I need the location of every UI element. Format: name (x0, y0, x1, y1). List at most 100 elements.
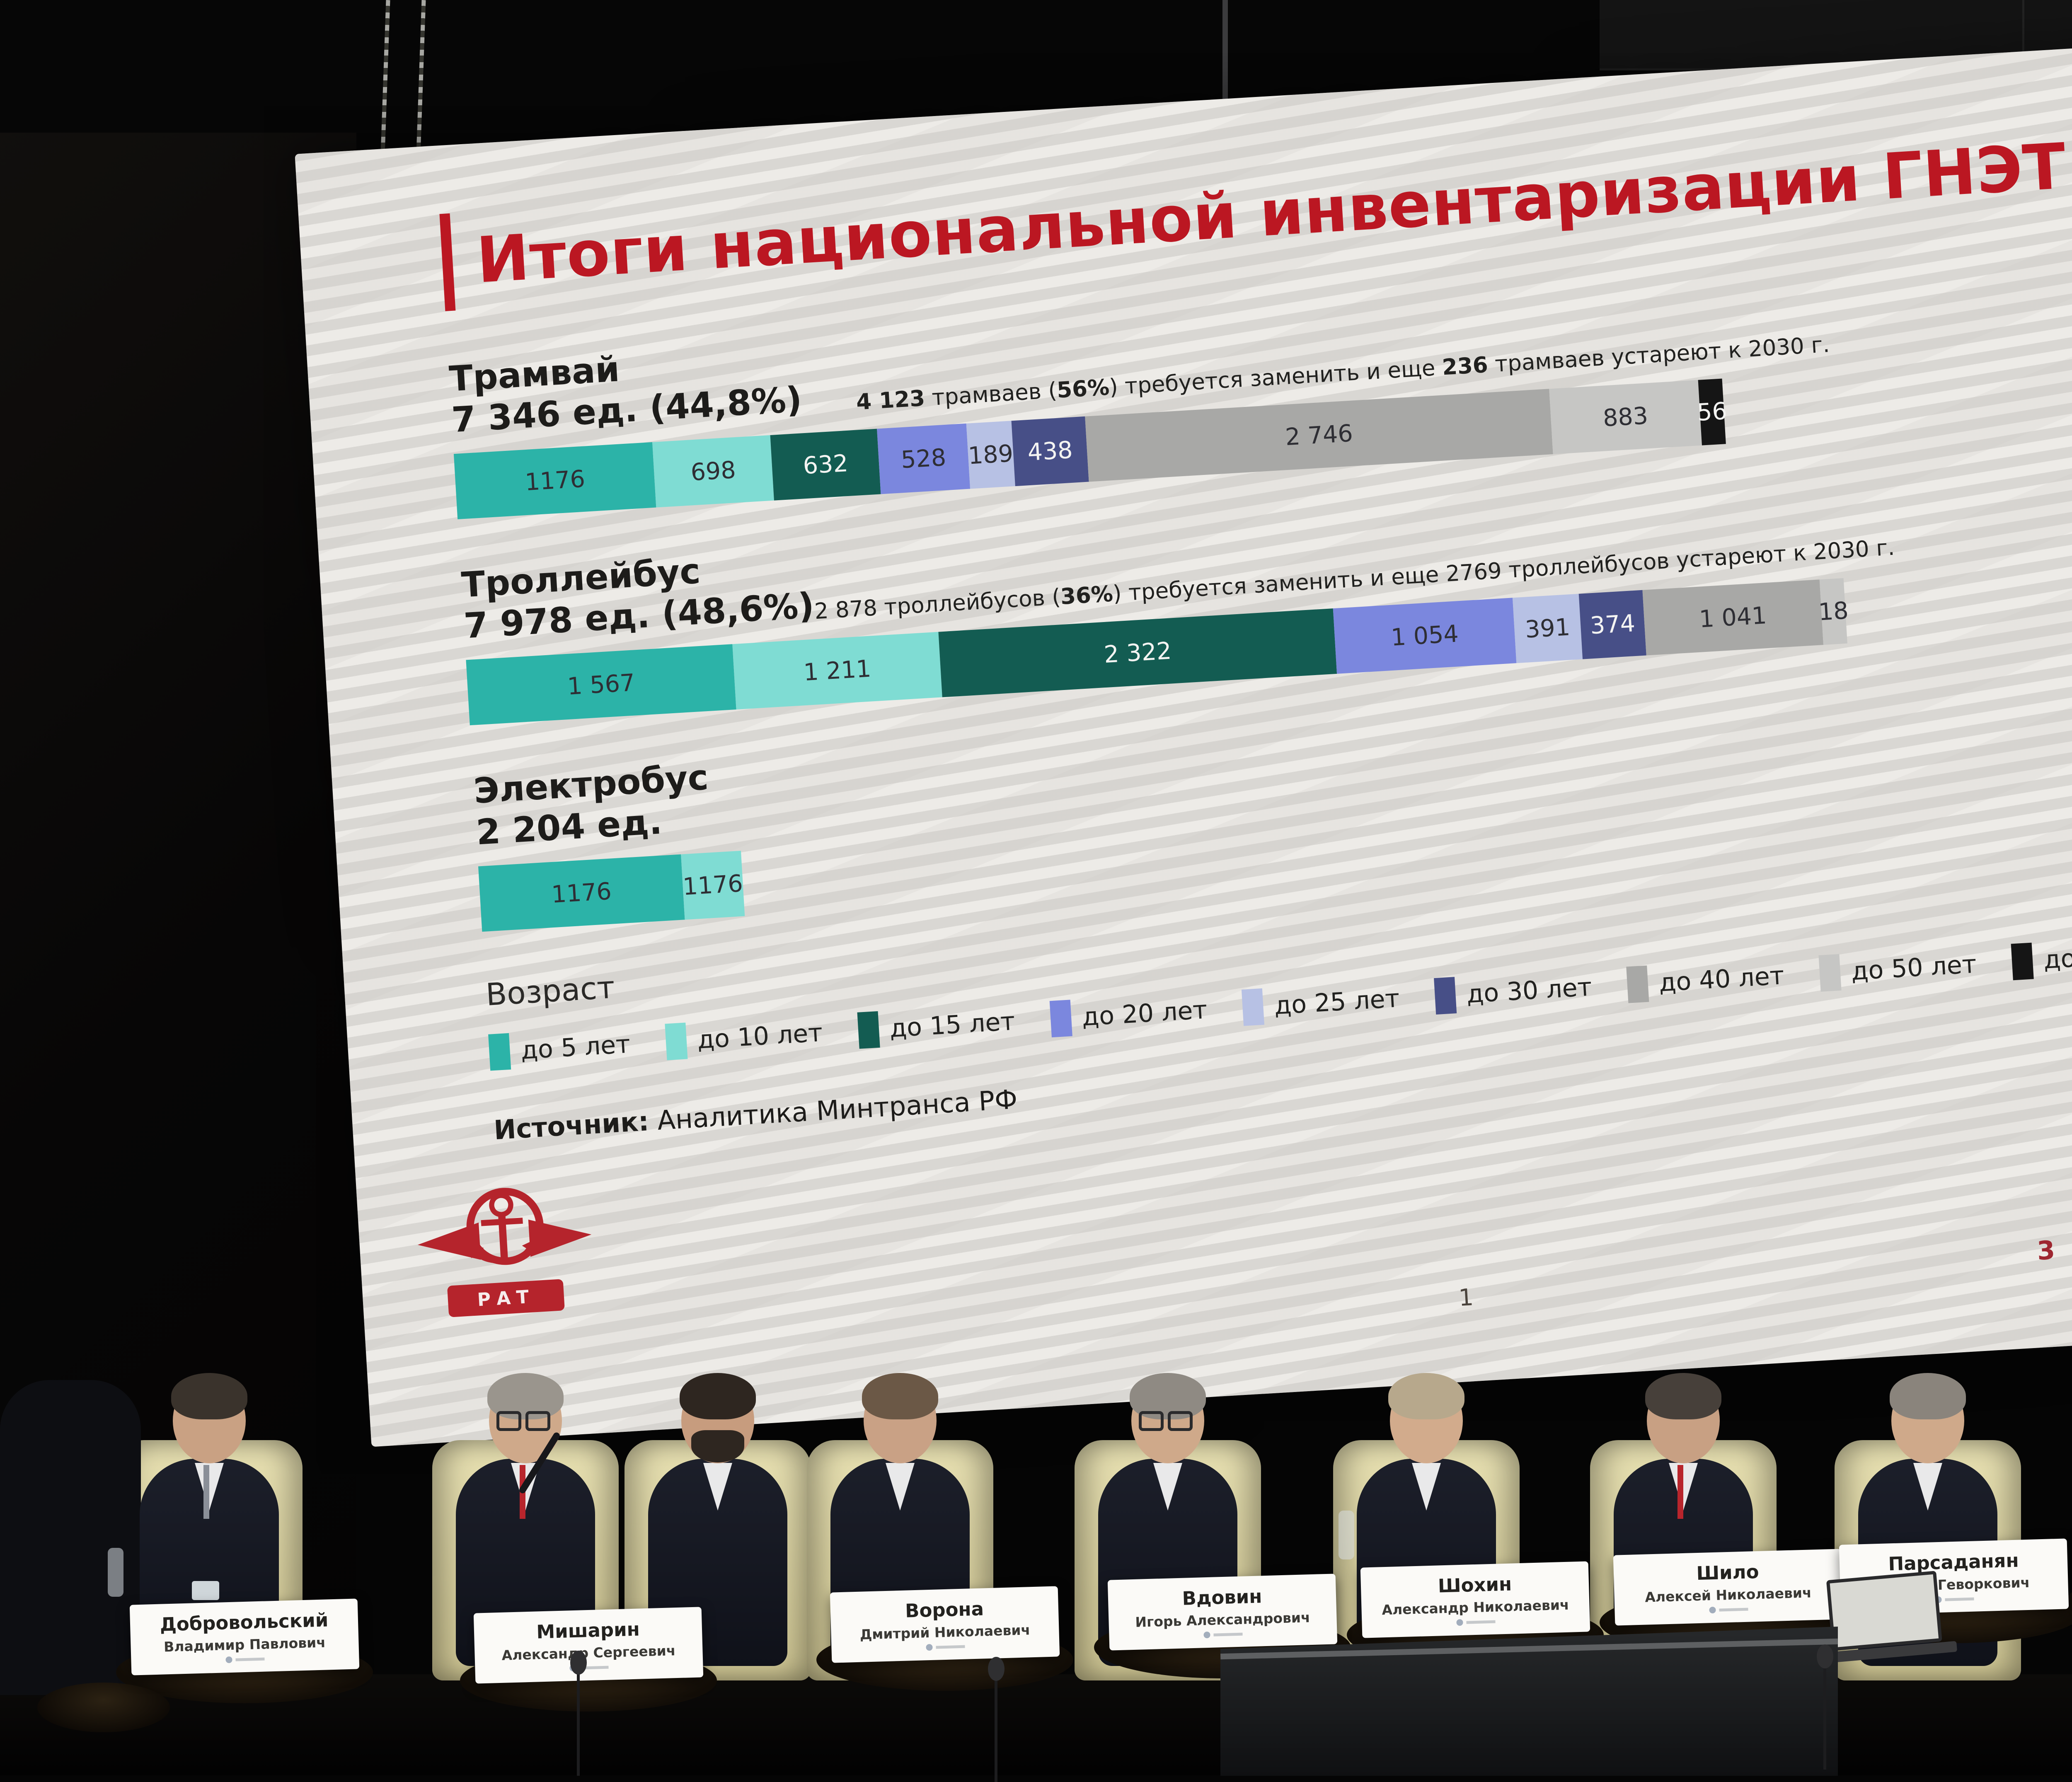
nameplate: Вдовин Игорь Александрович (1107, 1574, 1338, 1651)
hair (862, 1373, 938, 1419)
section-title: Трамвай 7 346 ед. (44,8%) (448, 338, 803, 441)
bar-segment: 1 211 (732, 632, 942, 710)
nameplate-logo (225, 1656, 265, 1663)
hair (1890, 1373, 1966, 1419)
nameplate-name: Александр Сергеевич (501, 1642, 676, 1663)
bar-segment-label: 18 (1818, 597, 1849, 627)
legend-item: до 30 лет (1434, 968, 1593, 1014)
legend-swatch (1626, 965, 1649, 1003)
bar-segment-label: 883 (1602, 402, 1649, 432)
rat-logo: ⚓ РАТ (416, 1167, 593, 1350)
chart-section: Троллейбус 7 978 ед. (48,6%) 2 878 троллей… (460, 483, 1895, 726)
nameplate: Шило Алексей Николаевич (1613, 1549, 1843, 1626)
bar-segment: 1176 (453, 442, 656, 520)
hair (1645, 1373, 1721, 1419)
water-bottle (1339, 1511, 1354, 1559)
nameplate-surname: Добровольский (160, 1609, 329, 1636)
panelist-partial (0, 1380, 141, 1695)
nameplate-name: Дмитрий Николаевич (859, 1622, 1031, 1643)
bar-segment: 883 (1549, 380, 1702, 455)
microphone-stand (1817, 1644, 1833, 1770)
legend-label: до 40 лет (1658, 961, 1785, 998)
bar-segment: 1176 (478, 854, 685, 932)
chart-sections: Трамвай 7 346 ед. (44,8%) 4 123 трамваев (… (448, 260, 2072, 932)
bar-segment-label: 1 054 (1390, 620, 1460, 652)
stacked-bar: 1176 1176 (478, 850, 745, 932)
nameplate-name: Алексей Николаевич (1644, 1584, 1812, 1605)
bar-segment-label: 528 (900, 444, 947, 474)
legend-swatch (665, 1022, 688, 1060)
section-title: Электробус 2 204 ед. (472, 757, 712, 853)
nameplate-surname: Парсаданян (1888, 1549, 2019, 1575)
bar-segment: 56 (1696, 378, 1728, 446)
legend-item: до 25 лет (1242, 980, 1400, 1026)
legend-item: до 50 лет (1818, 946, 1978, 992)
chart-section: Трамвай 7 346 ед. (44,8%) 4 123 трамваев (… (448, 277, 1835, 520)
nameplate: Ворона Дмитрий Николаевич (830, 1586, 1060, 1663)
nameplate-surname: Шохин (1438, 1573, 1512, 1597)
nameplate: Шохин Александр Николаевич (1360, 1561, 1590, 1638)
annotation-text: трамваев устареют к 2030 г. (1487, 332, 1830, 378)
laptop (1826, 1569, 1958, 1663)
lanyard (1677, 1465, 1683, 1519)
lanyard (203, 1465, 209, 1519)
legend-item: до 15 лет (857, 1003, 1016, 1049)
microphone-stand (570, 1651, 587, 1776)
annotation-text: трамваев ( (924, 378, 1058, 411)
legend-label: до 30 лет (1465, 972, 1593, 1009)
projection-screen: Итоги национальной инвентаризации ГНЭТ Т… (295, 43, 2072, 1447)
nameplate-name: Александр Николаевич (1381, 1596, 1570, 1618)
legend-swatch (857, 1011, 880, 1049)
legend-swatch (1434, 976, 1457, 1014)
bar-segment-label: 1 211 (803, 655, 872, 687)
legend-swatch (488, 1033, 511, 1071)
slide-title: Итоги национальной инвентаризации ГНЭТ (474, 129, 2069, 297)
nameplate-logo (1456, 1618, 1496, 1626)
bar-segment-label: 1 041 (1698, 602, 1768, 634)
bar-segment-label: 632 (802, 450, 849, 480)
nameplate-surname: Вдовин (1181, 1585, 1263, 1610)
bar-segment: 189 (966, 421, 1015, 489)
annotation-text: 236 (1441, 352, 1489, 380)
bar-segment-label: 698 (690, 456, 737, 487)
chart-section: Электробус 2 204 ед. 1176 1176 (472, 689, 1859, 932)
phone (192, 1581, 219, 1600)
annotation-text: ) требуется заменить и еще (1109, 355, 1443, 400)
nameplate-surname: Мишарин (536, 1618, 640, 1643)
logo-ribbon: РАТ (447, 1279, 565, 1317)
bar-segment-label: 1176 (524, 465, 586, 496)
slide-number: 3 (2036, 1235, 2056, 1266)
legend-label: до 20 лет (1081, 995, 1208, 1032)
annotation-text: 4 123 (855, 385, 926, 415)
legend-label: до 60 лет (2043, 938, 2072, 975)
bar-segment-label: 2 746 (1284, 419, 1354, 451)
nameplate-surname: Ворона (905, 1598, 984, 1622)
nameplate-logo (926, 1643, 965, 1651)
nameplate: Добровольский Владимир Павлович (129, 1598, 360, 1675)
side-table (37, 1683, 170, 1732)
annotation-text: 36% (1060, 581, 1114, 610)
section-header-row: Электробус 2 204 ед. (472, 689, 1855, 853)
legend-item: до 5 лет (488, 1026, 631, 1071)
bar-segment: 1 567 (466, 644, 736, 726)
page-number: 1 (1458, 1284, 1474, 1312)
microphone-stand (988, 1657, 1005, 1782)
nameplate: Мишарин Александр Сергеевич (473, 1607, 704, 1684)
annotation-text: 2 878 троллейбусов ( (813, 584, 1061, 625)
annotation-text: 56% (1056, 375, 1110, 403)
bar-segment: 374 (1579, 590, 1646, 660)
bar-segment: 391 (1512, 594, 1583, 663)
stage-monitor (1220, 1627, 1838, 1776)
bar-segment: 1 054 (1333, 598, 1516, 674)
bar-segment: 1 041 (1642, 579, 1824, 656)
legend-item: до 40 лет (1626, 957, 1785, 1003)
hair (171, 1373, 247, 1419)
logo-text: РАТ (477, 1286, 535, 1310)
legend-swatch (1818, 954, 1842, 992)
bar-segment-label: 391 (1524, 613, 1571, 644)
water-bottle (108, 1548, 123, 1597)
legend-label: до 10 лет (696, 1018, 823, 1055)
legend-label: до 25 лет (1273, 983, 1401, 1020)
hair (1388, 1373, 1464, 1419)
bar-segment-label: 56 (1696, 397, 1728, 427)
